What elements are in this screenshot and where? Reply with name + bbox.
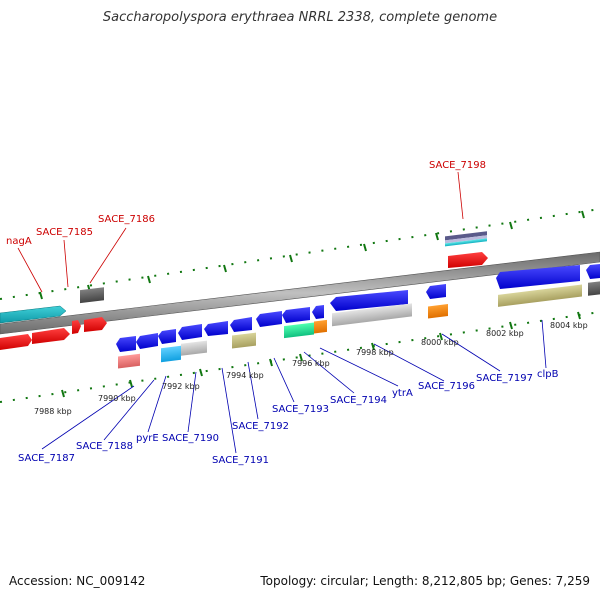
forward-gene-labels: nagA SACE_7185 SACE_7186 SACE_7198 bbox=[6, 160, 486, 247]
gene-label-clpB[interactable]: clpB bbox=[537, 369, 559, 380]
gene-dark-edge[interactable] bbox=[588, 281, 600, 296]
gene-label-pyrE[interactable]: pyrE bbox=[136, 433, 159, 444]
reverse-label-lines bbox=[41, 319, 547, 454]
gene-khaki-1[interactable] bbox=[232, 332, 256, 349]
scale-label: 7998 kbp bbox=[356, 348, 394, 357]
genome-summary-text: Topology: circular; Length: 8,212,805 bp… bbox=[260, 574, 590, 588]
gene-label-SACE_7197[interactable]: SACE_7197 bbox=[476, 373, 533, 384]
scale-labels: 7988 kbp 7990 kbp 7992 kbp 7994 kbp 7996… bbox=[34, 321, 588, 416]
gene-label-SACE_7187[interactable]: SACE_7187 bbox=[18, 453, 75, 464]
gene-khaki-2[interactable] bbox=[498, 284, 582, 307]
gene-label-SACE_7190[interactable]: SACE_7190 bbox=[162, 433, 219, 444]
gene-SACE_7191[interactable] bbox=[204, 321, 228, 336]
gene-label-ytrA[interactable]: ytrA bbox=[392, 388, 413, 399]
gene-clpB[interactable] bbox=[496, 265, 580, 289]
forward-label-lines bbox=[17, 171, 464, 293]
gene-SACE_7186[interactable] bbox=[84, 317, 107, 332]
gene-label-SACE_7185[interactable]: SACE_7185 bbox=[36, 227, 93, 238]
gene-red-forward-1[interactable] bbox=[0, 334, 32, 350]
scale-label: 7996 kbp bbox=[292, 359, 330, 368]
gene-blue-edge[interactable] bbox=[586, 264, 600, 279]
gene-salmon[interactable] bbox=[118, 353, 140, 369]
gene-label-SACE_7196[interactable]: SACE_7196 bbox=[418, 381, 475, 392]
gene-ytrA[interactable] bbox=[312, 305, 324, 319]
gene-cyan-forward[interactable] bbox=[0, 305, 67, 324]
gene-label-SACE_7193[interactable]: SACE_7193 bbox=[272, 404, 329, 415]
gene-SACE_7193[interactable] bbox=[256, 311, 282, 327]
scale-label: 8004 kbp bbox=[550, 321, 588, 330]
gene-SACE_7190[interactable] bbox=[178, 324, 202, 340]
reverse-genes bbox=[116, 264, 600, 369]
gene-orange-2[interactable] bbox=[428, 303, 448, 319]
gene-SACE_7194[interactable] bbox=[282, 307, 310, 323]
scale-label: 8000 kbp bbox=[421, 338, 459, 347]
gene-SACE_7192[interactable] bbox=[230, 317, 252, 332]
gene-red-forward-3[interactable] bbox=[72, 320, 81, 334]
scale-label: 7994 kbp bbox=[226, 371, 264, 380]
gene-grey-1[interactable] bbox=[181, 340, 207, 356]
gene-SACE_7187[interactable] bbox=[116, 336, 136, 352]
gene-SACE_7196[interactable] bbox=[330, 290, 408, 311]
gene-grey-2[interactable] bbox=[332, 303, 412, 327]
gene-label-SACE_7186[interactable]: SACE_7186 bbox=[98, 214, 155, 225]
scale-label: 7988 kbp bbox=[34, 407, 72, 416]
forward-genes bbox=[0, 231, 488, 350]
gene-label-SACE_7198[interactable]: SACE_7198 bbox=[429, 160, 486, 171]
gene-label-SACE_7191[interactable]: SACE_7191 bbox=[212, 455, 269, 466]
map-title: Saccharopolyspora erythraea NRRL 2338, c… bbox=[102, 10, 498, 25]
gene-label-SACE_7194[interactable]: SACE_7194 bbox=[330, 395, 387, 406]
gene-sky[interactable] bbox=[161, 345, 181, 363]
gene-label-nagA[interactable]: nagA bbox=[6, 236, 32, 247]
gene-SACE_7188[interactable] bbox=[136, 333, 158, 349]
gene-SACE_7198[interactable] bbox=[445, 231, 488, 268]
scale-label: 7990 kbp bbox=[98, 394, 136, 403]
accession-text: Accession: NC_009142 bbox=[9, 574, 146, 588]
gene-dark-forward[interactable] bbox=[80, 287, 104, 304]
major-ticks bbox=[39, 210, 585, 398]
reverse-gene-labels: SACE_7187 SACE_7188 pyrE SACE_7190 SACE_… bbox=[18, 369, 559, 466]
scale-label: 7992 kbp bbox=[162, 382, 200, 391]
scale-label: 8002 kbp bbox=[486, 329, 524, 338]
gene-SACE_7197[interactable] bbox=[426, 284, 446, 299]
gene-label-SACE_7192[interactable]: SACE_7192 bbox=[232, 421, 289, 432]
gene-red-forward-2[interactable] bbox=[32, 328, 70, 344]
genome-backbone bbox=[0, 251, 600, 335]
gene-orange-1[interactable] bbox=[314, 319, 327, 334]
gene-label-SACE_7188[interactable]: SACE_7188 bbox=[76, 441, 133, 452]
gene-mint[interactable] bbox=[284, 322, 314, 339]
gene-pyrE[interactable] bbox=[158, 329, 176, 344]
